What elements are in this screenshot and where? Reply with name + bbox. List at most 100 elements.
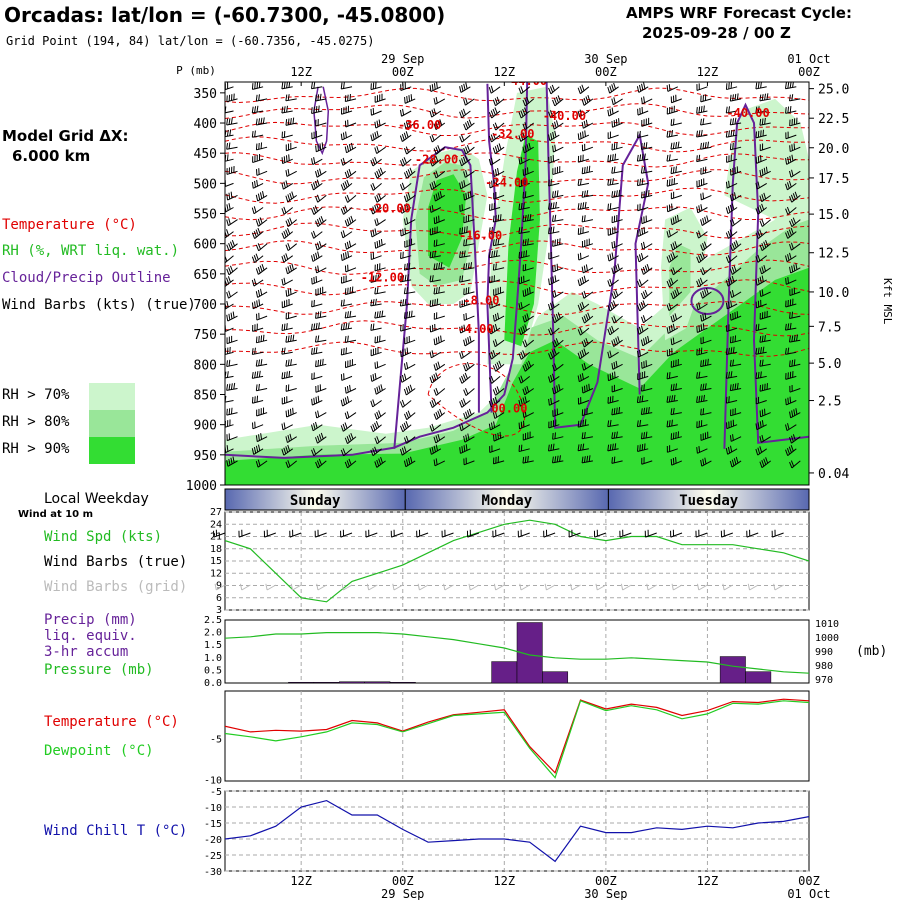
pressure-line <box>225 631 809 674</box>
wind-barb-152 <box>340 373 353 381</box>
wind10m-grid-barb-3 <box>290 583 302 591</box>
wind-barb-518 <box>696 154 708 163</box>
wind-barb-80 <box>281 277 293 286</box>
wind-barb-211 <box>403 310 416 320</box>
legend-rh80-swatch <box>89 410 135 437</box>
wind-barb-42 <box>251 206 264 215</box>
wind-barb-61 <box>255 433 268 443</box>
wind-barb-375 <box>552 363 564 372</box>
wind-barb-638 <box>785 445 797 457</box>
wind-barb-385 <box>581 94 594 106</box>
wind-barb-124 <box>311 421 323 432</box>
wind-barb-584 <box>755 181 767 190</box>
wind10m-barb-12 <box>517 529 530 538</box>
wind-y-tick-2: 21 <box>210 532 222 543</box>
rh-shading-5 <box>428 174 467 268</box>
wind-barb-387 <box>581 119 594 129</box>
wind-barb-92 <box>281 422 293 431</box>
wind-barb-97 <box>315 93 327 102</box>
wind-barb-587 <box>759 218 772 227</box>
wind-barb-600 <box>755 371 767 380</box>
wind-barb-53 <box>255 334 268 344</box>
wind-barb-434 <box>607 300 619 312</box>
wind-barb-408 <box>577 373 590 383</box>
wind-barb-579 <box>759 117 771 126</box>
legend-wind-chill: Wind Chill T (°C) <box>44 823 188 839</box>
wind-barb-471 <box>641 360 653 369</box>
wind-barb-524 <box>696 230 708 239</box>
windchill-panel-frame <box>224 790 810 872</box>
wind-barb-590 <box>755 254 768 263</box>
wind-barb-328 <box>518 178 530 188</box>
wind-barb-108 <box>311 230 323 239</box>
wind-barb-57 <box>255 383 268 392</box>
wind-barb-228 <box>429 134 442 143</box>
wind-barb-530 <box>696 302 708 311</box>
wind-barb-45 <box>255 243 268 252</box>
wind-barb-437 <box>611 336 623 347</box>
wind-barb-319 <box>493 456 505 465</box>
wind-barb-331 <box>522 213 534 223</box>
wind-barb-321 <box>522 96 535 107</box>
wind-barb-182 <box>370 347 382 357</box>
wind-barb-173 <box>374 238 386 249</box>
wind-barb-461 <box>640 241 653 250</box>
windchill-line <box>225 799 809 863</box>
temp-contour-label-3: -24.00 <box>485 175 528 189</box>
wind-barb-247 <box>433 361 446 371</box>
wind10m-grid-barb-6 <box>366 583 378 591</box>
wind-barb-526 <box>696 252 708 264</box>
top-date-tick-1: 30 Sep <box>584 52 627 66</box>
wind-barb-15 <box>226 265 238 276</box>
wind-barb-14 <box>225 255 234 264</box>
wind-barb-223 <box>403 456 416 468</box>
wind10m-grid-barb-0 <box>214 583 226 591</box>
wind-barb-500 <box>666 323 679 334</box>
wind-barb-95 <box>285 460 298 469</box>
wind-barb-323 <box>522 122 535 131</box>
wind-barb-498 <box>666 302 679 311</box>
top-time-tick-5: 00Z <box>798 65 820 79</box>
wind-barb-599 <box>759 359 771 367</box>
wind-barb-541 <box>700 431 712 441</box>
wind-barb-175 <box>374 263 386 272</box>
wind10m-barb-22 <box>771 529 784 538</box>
wind-barb-634 <box>785 396 797 406</box>
wind-barb-83 <box>285 312 297 320</box>
wind-barb-495 <box>670 267 683 276</box>
wind-barb-442 <box>607 395 619 404</box>
wind-barb-443 <box>611 407 623 416</box>
wind-barb-268 <box>459 226 471 235</box>
wind-barb-411 <box>581 407 594 417</box>
wind-barb-540 <box>696 420 708 429</box>
wind-barb-409 <box>581 383 594 394</box>
pressure-y-tick-3: 980 <box>815 661 833 672</box>
wind-barb-16 <box>225 276 234 288</box>
wind-barb-637 <box>789 434 801 444</box>
wind-barb-478 <box>637 443 649 452</box>
wind-barb-90 <box>281 396 293 405</box>
wind-barb-397 <box>581 238 594 248</box>
bottom-time-tick-5: 00Z <box>798 874 820 888</box>
wind-barb-623 <box>789 263 801 274</box>
wind-barb-40 <box>251 179 264 189</box>
p-axis-label: P (mb) <box>176 64 216 77</box>
wind-barb-433 <box>611 289 623 300</box>
wind10m-grid-barb-4 <box>316 583 327 591</box>
p-tick-label-0: 350 <box>194 87 217 102</box>
wind-barb-217 <box>403 384 416 396</box>
wind10m-grid-barb-1 <box>239 583 251 591</box>
wind-barb-473 <box>641 384 653 392</box>
wind-barb-269 <box>463 239 475 247</box>
wind-barb-29 <box>226 433 238 442</box>
wind-barb-65 <box>285 94 297 102</box>
wind-barb-367 <box>552 263 564 273</box>
bottom-date-tick-1: 30 Sep <box>584 887 627 900</box>
wind-barb-300 <box>488 226 501 235</box>
wind-barb-200 <box>399 182 412 191</box>
isotherm-13 <box>225 320 809 337</box>
wind-barb-291 <box>492 122 505 131</box>
wind-barb-361 <box>552 190 564 199</box>
wind-barb-420 <box>607 131 619 140</box>
wind-barb-277 <box>463 335 475 347</box>
